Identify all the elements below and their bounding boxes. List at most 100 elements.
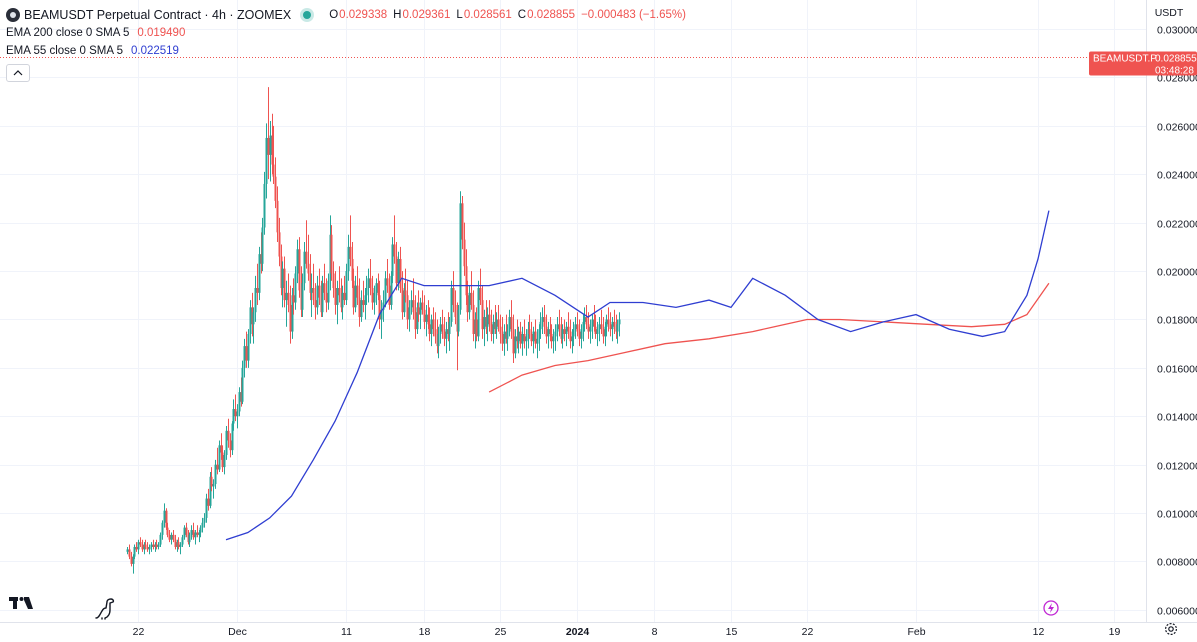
candle-body — [196, 532, 199, 535]
candle-body — [470, 292, 473, 305]
candle-body — [203, 517, 206, 523]
candle-body — [157, 544, 160, 547]
candle-body — [598, 324, 601, 330]
y-tick-label: 0.016000 — [1157, 364, 1197, 376]
candle-body — [427, 314, 430, 325]
chart-legend: BEAMUSDT Perpetual Contract · 4h · ZOOME… — [6, 6, 692, 82]
candle-body — [294, 273, 297, 303]
candle-body — [223, 455, 226, 468]
candle-body — [439, 324, 442, 334]
gear-icon[interactable] — [1164, 622, 1178, 636]
candle-body — [421, 302, 424, 310]
ema-line — [488, 282, 1050, 393]
candle-body — [214, 464, 217, 485]
candle-body — [341, 292, 344, 308]
candle-body — [445, 329, 448, 339]
time-axis[interactable]: 22 Dec 11 18 25 2024 8 15 22 Feb 12 19 — [133, 626, 1121, 638]
candle-body — [609, 324, 612, 330]
candle-body — [188, 534, 191, 543]
x-tick-label: 15 — [726, 626, 738, 638]
candle-body — [362, 300, 365, 305]
candle-body — [591, 319, 594, 327]
x-tick-label: Feb — [907, 626, 925, 638]
candle-body — [128, 549, 131, 557]
indicator-row-ema55[interactable]: EMA 55 close 0 SMA 5 0.022519 — [6, 42, 692, 60]
candle-body — [490, 324, 493, 334]
candle-body — [554, 331, 557, 337]
last-price-tag: BEAMUSDT.P 0.028855 03:48:28 — [1089, 51, 1197, 77]
candle-body — [351, 258, 354, 281]
ohlc-low-label: L — [456, 9, 463, 21]
candle-body — [550, 333, 553, 342]
candle-body — [378, 295, 381, 320]
x-tick-label: 11 — [341, 626, 352, 638]
candle-body — [356, 285, 359, 298]
candle-body — [481, 300, 484, 330]
y-tick-label: 0.024000 — [1157, 170, 1197, 182]
candle-body — [276, 200, 279, 233]
candle-body — [258, 254, 261, 293]
candle-body — [271, 135, 274, 165]
candle-body — [150, 544, 153, 547]
symbol-row: BEAMUSDT Perpetual Contract · 4h · ZOOME… — [6, 6, 692, 24]
price-axis[interactable]: 0.006000 0.008000 0.010000 0.012000 0.014000… — [1157, 25, 1197, 618]
candle-body — [165, 510, 168, 528]
candle-body — [492, 321, 495, 334]
candle-body — [408, 307, 411, 320]
currency-selector[interactable]: USDT — [1150, 4, 1188, 22]
candle-body — [209, 476, 212, 506]
candle-body — [605, 319, 608, 327]
candle-body — [314, 300, 317, 308]
candle-body — [144, 544, 147, 547]
last-price-tag-background — [1089, 51, 1197, 76]
candle-body — [454, 304, 457, 318]
candle-body — [210, 476, 213, 487]
candle-body — [578, 331, 581, 339]
candle-body — [561, 329, 564, 339]
candle-body — [589, 326, 592, 332]
candle-body — [265, 137, 268, 184]
market-status-icon[interactable] — [303, 11, 312, 19]
candle-body — [547, 329, 550, 337]
candle-body — [247, 333, 250, 361]
candle-body — [428, 324, 431, 334]
y-tick-label: 0.006000 — [1157, 606, 1197, 618]
candle-body — [243, 346, 246, 368]
candle-body — [298, 249, 301, 291]
candle-body — [539, 321, 542, 330]
y-tick-label: 0.020000 — [1157, 267, 1197, 279]
candle-body — [583, 317, 586, 322]
candle-body — [450, 288, 453, 322]
candle-body — [499, 326, 502, 334]
x-tick-label: 22 — [133, 626, 145, 638]
ohlc-close-label: C — [517, 9, 527, 21]
candle-body — [571, 336, 574, 342]
collapse-legend-button[interactable] — [6, 64, 30, 82]
candle-body — [289, 304, 292, 332]
candle-body — [192, 530, 195, 538]
candle-body — [327, 280, 330, 303]
candle-body — [218, 445, 221, 470]
candle-body — [404, 290, 407, 296]
candle-body — [488, 314, 491, 325]
candle-body — [397, 258, 400, 284]
candle-body — [457, 309, 460, 332]
indicator-row-ema200[interactable]: EMA 200 close 0 SMA 5 0.019490 — [6, 24, 692, 42]
tradingview-logo[interactable] — [9, 597, 33, 609]
candle-body — [168, 534, 171, 540]
symbol-title[interactable]: BEAMUSDT Perpetual Contract · 4h · ZOOME… — [24, 8, 292, 22]
candle-body — [336, 288, 339, 305]
candle-body — [238, 392, 241, 412]
candle-body — [166, 527, 169, 535]
candle-body — [519, 331, 522, 344]
candle-body — [305, 251, 308, 264]
ema-lines — [225, 210, 1050, 541]
candle-body — [616, 324, 619, 332]
candle-body — [611, 321, 614, 330]
candle-body — [382, 302, 385, 310]
candle-body — [580, 329, 583, 339]
dino-icon[interactable] — [94, 598, 116, 620]
flash-icon[interactable] — [1043, 600, 1059, 616]
candle-body — [390, 275, 393, 305]
